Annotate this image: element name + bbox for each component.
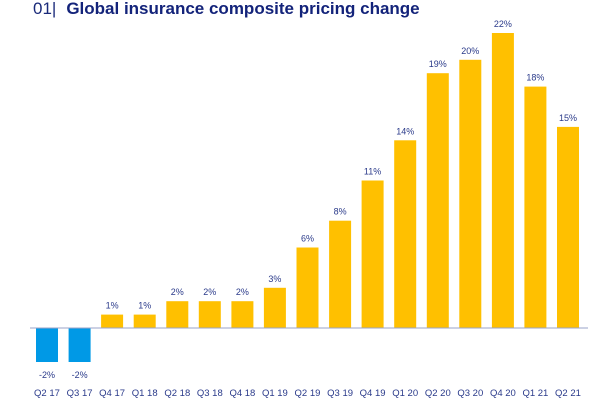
bar-q4-19 — [361, 180, 384, 328]
category-label: Q2 20 — [425, 388, 451, 399]
bar-q3-20 — [459, 59, 482, 329]
bars-group — [36, 33, 579, 362]
category-label: Q2 19 — [295, 388, 321, 399]
category-label: Q2 17 — [34, 388, 60, 399]
value-label: -2% — [72, 370, 88, 380]
value-label: 18% — [526, 73, 544, 83]
bar-q3-19 — [329, 220, 352, 328]
value-label: 15% — [559, 113, 577, 123]
value-label: 20% — [461, 46, 479, 56]
value-label: 14% — [396, 126, 414, 136]
bar-q3-18 — [198, 301, 221, 328]
value-label: 2% — [236, 287, 249, 297]
bar-q1-18 — [133, 314, 156, 328]
category-label: Q1 19 — [262, 388, 288, 399]
value-label: 1% — [138, 301, 151, 311]
bar-q1-19 — [263, 287, 286, 328]
figure-number: 01| — [33, 0, 57, 18]
category-label: Q3 18 — [197, 388, 223, 399]
value-label: 8% — [334, 207, 347, 217]
chart-title-row: 01| Global insurance composite pricing c… — [33, 0, 420, 20]
category-label: Q2 21 — [555, 388, 581, 399]
value-label: 3% — [268, 274, 281, 284]
category-label: Q4 18 — [229, 388, 255, 399]
bar-q2-21 — [557, 126, 579, 329]
value-label: 11% — [364, 167, 381, 177]
category-labels-group: Q2 17 Q3 17 Q4 17 Q1 18 Q2 18 Q3 18 Q4 18 Q1 19… — [34, 388, 581, 399]
category-label: Q3 19 — [327, 388, 353, 399]
value-label: -2% — [39, 370, 55, 380]
value-label: 6% — [301, 234, 314, 244]
value-label: 1% — [106, 301, 119, 311]
value-label: 2% — [203, 287, 216, 297]
value-labels-group: -2% -2% 1% 1% 2% 2% 2% 3% 6% 8% 11% 14% 19% 20% 22% 18%… — [39, 19, 577, 380]
value-label: 2% — [171, 287, 184, 297]
category-label: Q1 18 — [132, 388, 158, 399]
category-label: Q4 20 — [490, 388, 516, 399]
category-label: Q3 17 — [67, 388, 93, 399]
bar-q2-18 — [166, 301, 189, 328]
bar-q4-18 — [231, 301, 254, 328]
value-label: 22% — [494, 19, 512, 29]
category-label: Q4 17 — [99, 388, 125, 399]
chart-title: Global insurance composite pricing chang… — [66, 0, 420, 18]
bar-q2-19 — [296, 247, 319, 328]
bar-q2-17 — [36, 328, 58, 362]
bar-q4-17 — [101, 314, 124, 328]
bar-q1-21 — [524, 86, 547, 328]
bar-q2-20 — [426, 73, 449, 328]
category-label: Q4 19 — [360, 388, 386, 399]
category-label: Q1 21 — [522, 388, 548, 399]
category-label: Q3 20 — [457, 388, 483, 399]
category-label: Q1 20 — [392, 388, 418, 399]
bar-q1-20 — [394, 140, 417, 328]
value-label: 19% — [429, 59, 447, 69]
bar-q4-20 — [491, 33, 514, 328]
bar-q3-17 — [68, 328, 91, 362]
category-label: Q2 18 — [164, 388, 190, 399]
